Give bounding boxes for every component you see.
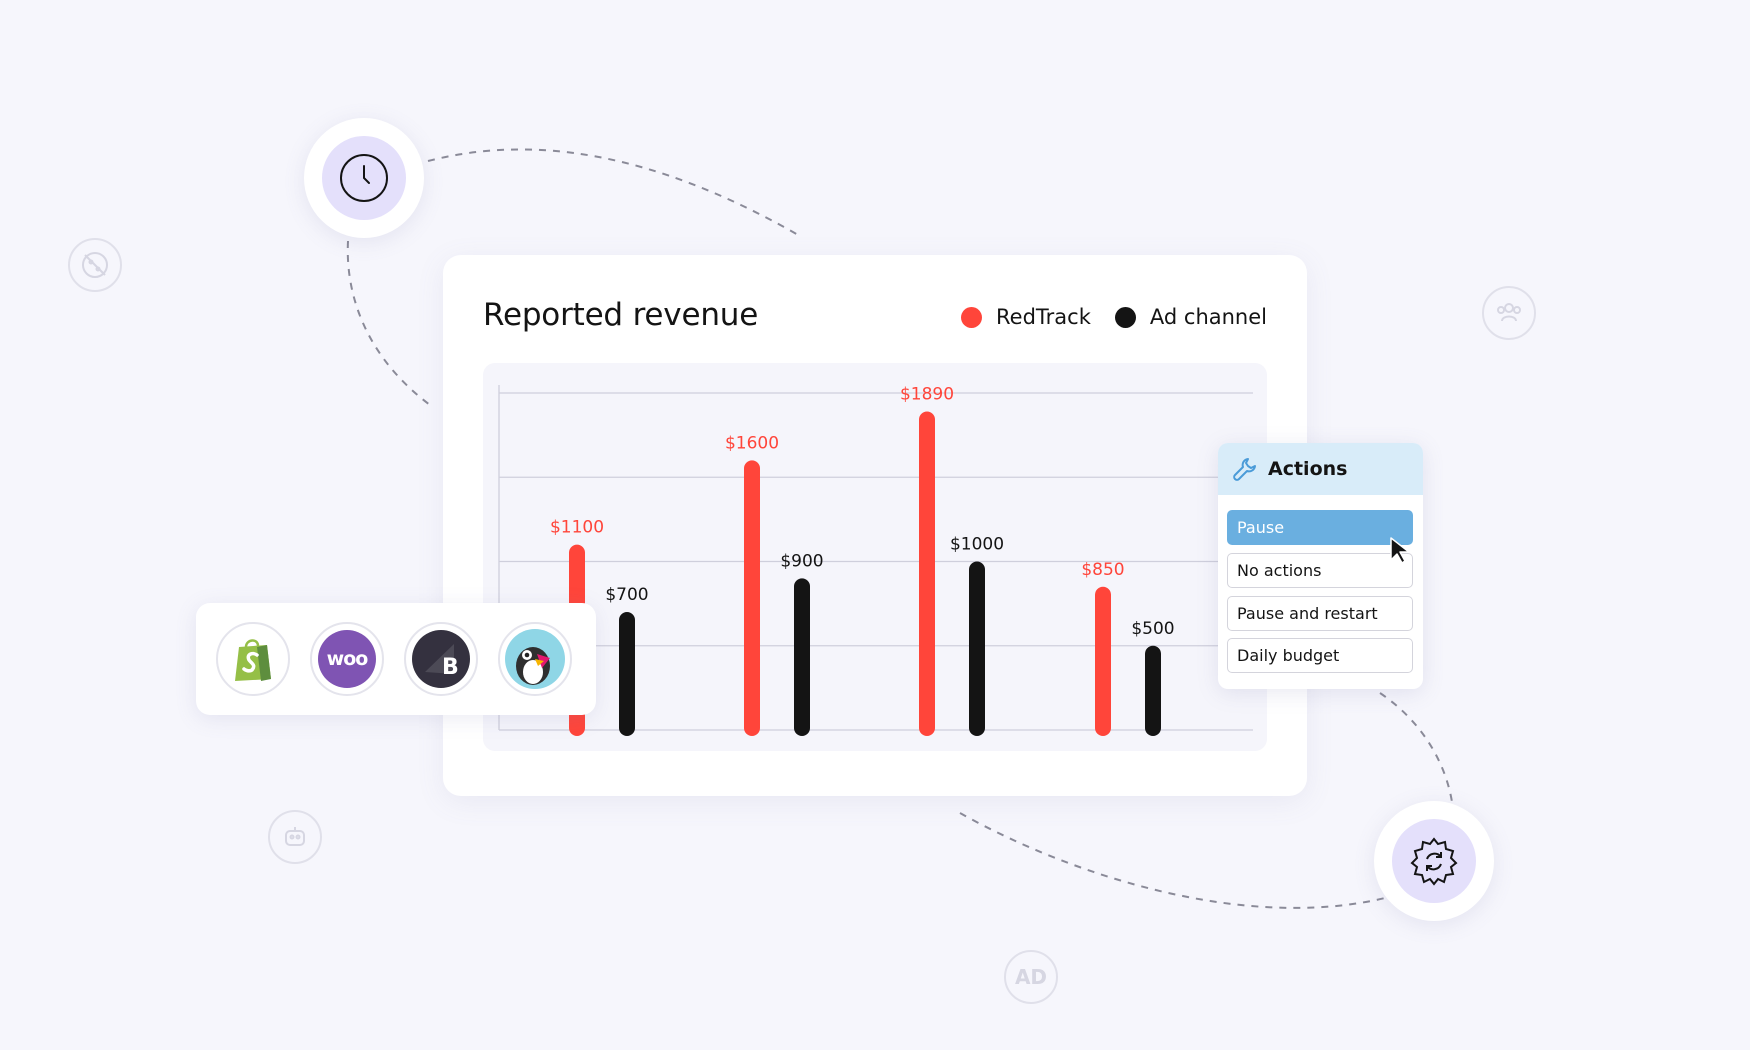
legend-dot-redtrack bbox=[961, 306, 983, 328]
data-label-redtrack-2: $1890 bbox=[900, 385, 954, 405]
data-label-redtrack-0: $1100 bbox=[550, 518, 604, 538]
integrations-card: woo B bbox=[196, 603, 596, 715]
clock-icon bbox=[340, 154, 388, 202]
pause-and-restart-button[interactable]: Pause and restart bbox=[1227, 596, 1413, 631]
data-label-redtrack-1: $1600 bbox=[725, 433, 779, 453]
legend-label-ad-channel: Ad channel bbox=[1149, 305, 1267, 329]
bar-redtrack-3 bbox=[1095, 586, 1111, 736]
bot-icon bbox=[268, 810, 322, 864]
svg-text:B: B bbox=[442, 655, 459, 680]
actions-title: Actions bbox=[1268, 458, 1348, 480]
data-label-redtrack-3: $850 bbox=[1081, 560, 1124, 580]
chart-legend: RedTrack Ad channel bbox=[937, 305, 1267, 329]
chart-title: Reported revenue bbox=[483, 297, 759, 333]
legend-item-redtrack: RedTrack bbox=[961, 305, 1091, 329]
bar-ad-channel-3 bbox=[1145, 645, 1161, 736]
data-label-ad-channel-0: $700 bbox=[605, 585, 648, 605]
data-label-ad-channel-1: $900 bbox=[780, 551, 823, 571]
daily-budget-button[interactable]: Daily budget bbox=[1227, 638, 1413, 673]
no-actions-button[interactable]: No actions bbox=[1227, 553, 1413, 588]
wrench-icon bbox=[1233, 458, 1256, 481]
ad-badge-icon: AD bbox=[1004, 950, 1058, 1004]
prestashop-logo bbox=[498, 622, 572, 696]
bar-ad-channel-1 bbox=[794, 578, 810, 736]
automation-badge bbox=[1374, 801, 1494, 921]
bar-redtrack-2 bbox=[919, 411, 935, 736]
shopify-logo bbox=[216, 622, 290, 696]
data-label-ad-channel-3: $500 bbox=[1131, 619, 1174, 639]
cursor-icon bbox=[1390, 537, 1410, 564]
bar-redtrack-1 bbox=[744, 460, 760, 736]
clock-badge bbox=[304, 118, 424, 238]
bar-ad-channel-0 bbox=[619, 612, 635, 736]
legend-label-redtrack: RedTrack bbox=[996, 305, 1091, 329]
data-label-ad-channel-2: $1000 bbox=[950, 535, 1004, 555]
actions-header: Actions bbox=[1218, 443, 1423, 495]
gear-sync-icon bbox=[1410, 837, 1458, 886]
woocommerce-logo: woo bbox=[310, 622, 384, 696]
cookie-blocked-icon bbox=[68, 238, 122, 292]
bar-chart: $1100 $1600 $1890 $850 $700 $900 $1000 $500 bbox=[498, 385, 1253, 736]
legend-dot-ad-channel bbox=[1114, 306, 1136, 328]
users-icon bbox=[1482, 286, 1536, 340]
actions-panel: Actions Pause No actions Pause and resta… bbox=[1218, 443, 1423, 689]
legend-item-ad-channel: Ad channel bbox=[1114, 305, 1267, 329]
revenue-card: Reported revenue RedTrack Ad channel $11… bbox=[443, 255, 1307, 796]
bigcommerce-logo: B bbox=[404, 622, 478, 696]
plot-area: $1100 $1600 $1890 $850 $700 $900 $1000 $500 bbox=[483, 363, 1267, 751]
pause-button[interactable]: Pause bbox=[1227, 510, 1413, 545]
bar-ad-channel-2 bbox=[969, 561, 985, 736]
woo-logo-text: woo bbox=[326, 648, 369, 670]
